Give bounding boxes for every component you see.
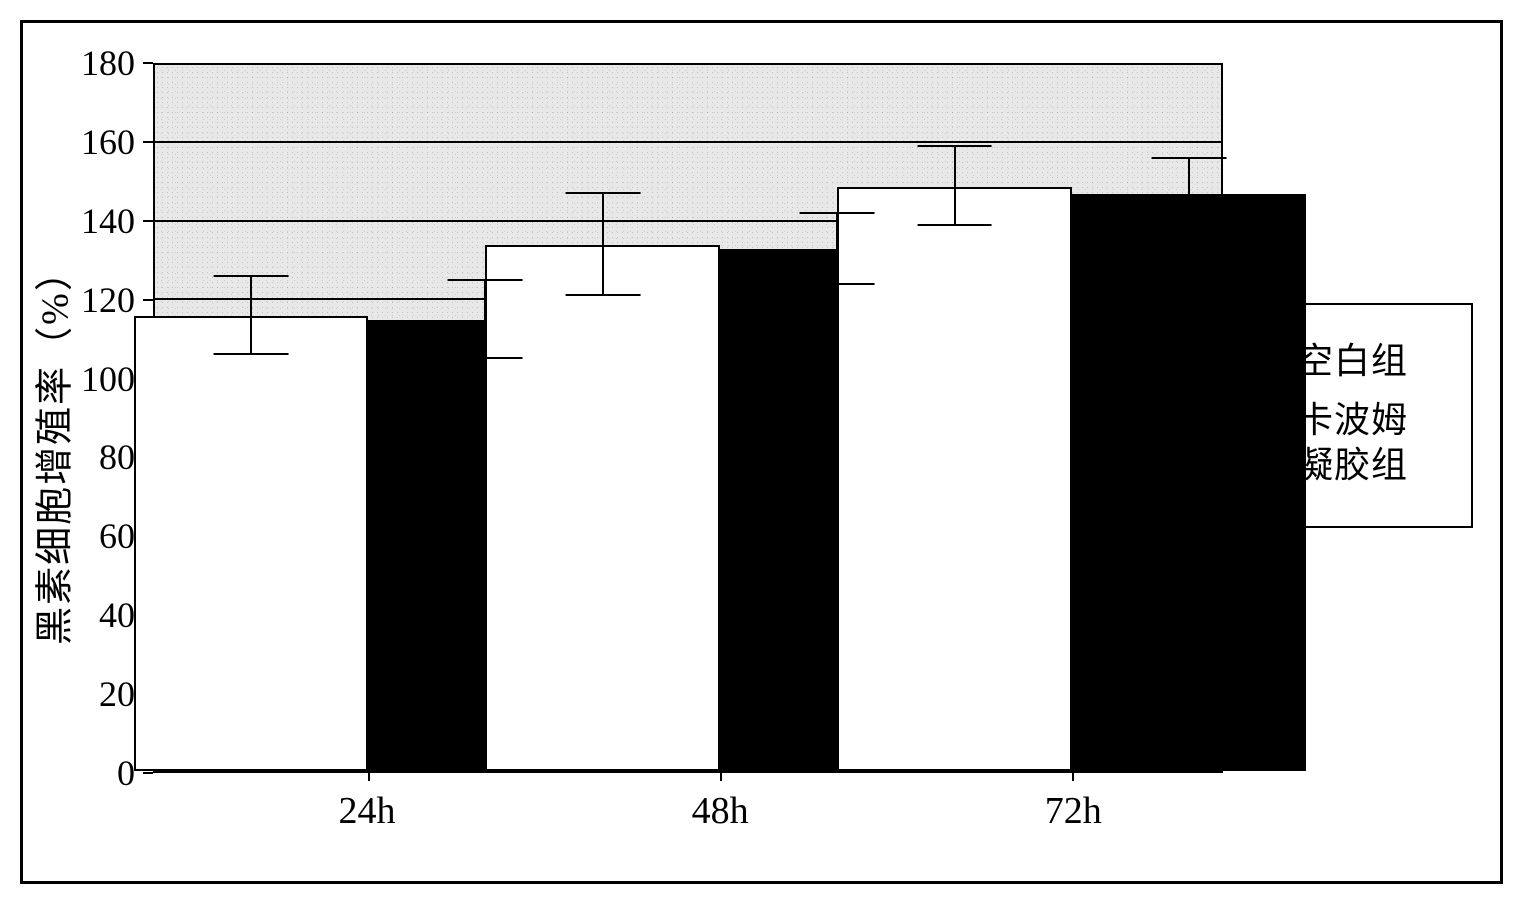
y-tick-mark [143,220,153,222]
x-tick-mark [368,771,370,781]
plot-area [153,63,1223,773]
legend-label: 卡波姆凝胶组 [1297,398,1408,488]
y-tick-mark [143,299,153,301]
bar [134,316,369,771]
x-tick-mark [720,771,722,781]
y-tick-label: 80 [99,436,135,478]
figure-frame: 黑素细胞增殖率（%） 020406080100120140160180 24h4… [20,20,1503,884]
x-tick-label: 48h [692,789,749,833]
y-tick-mark [143,62,153,64]
y-tick-label: 160 [81,121,135,163]
x-tick-label: 72h [1045,789,1102,833]
x-tick-mark [1072,771,1074,781]
x-axis-labels: 24h 48h 72h [153,781,1223,833]
y-tick-label: 0 [117,752,135,794]
bar [485,245,720,771]
y-tick-label: 120 [81,279,135,321]
bar [837,187,1072,771]
chart-area: 黑素细胞增殖率（%） 020406080100120140160180 24h4… [63,63,1223,833]
legend-label: 空白组 [1297,339,1408,384]
y-tick-mark [143,141,153,143]
y-tick-label: 100 [81,358,135,400]
x-tick-label: 24h [339,789,396,833]
bars-layer [155,65,1221,771]
y-tick-label: 60 [99,515,135,557]
y-tick-label: 180 [81,42,135,84]
y-tick-label: 40 [99,594,135,636]
y-tick-label: 20 [99,673,135,715]
bar [1072,194,1307,771]
y-tick-label: 140 [81,200,135,242]
y-tick-mark [143,772,153,774]
